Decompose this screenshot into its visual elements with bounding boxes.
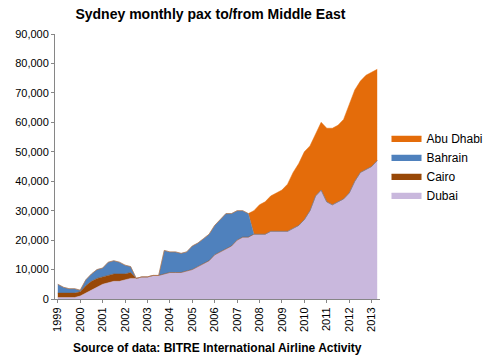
svg-text:70,000: 70,000 (15, 87, 49, 99)
svg-text:Sydney monthly pax to/from Mid: Sydney monthly pax to/from Middle East (75, 6, 345, 22)
svg-text:2013: 2013 (365, 307, 377, 331)
svg-text:Bahrain: Bahrain (427, 151, 468, 165)
svg-text:2007: 2007 (231, 307, 243, 331)
svg-text:80,000: 80,000 (15, 57, 49, 69)
svg-text:20,000: 20,000 (15, 234, 49, 246)
svg-text:40,000: 40,000 (15, 175, 49, 187)
svg-text:30,000: 30,000 (15, 205, 49, 217)
svg-text:2000: 2000 (74, 307, 86, 331)
svg-text:1999: 1999 (51, 307, 63, 331)
svg-text:Source of data: BITRE Internat: Source of data: BITRE International Airl… (73, 341, 362, 355)
svg-text:2001: 2001 (96, 307, 108, 331)
svg-text:2009: 2009 (276, 307, 288, 331)
svg-text:90,000: 90,000 (15, 28, 49, 40)
svg-text:2011: 2011 (320, 307, 332, 331)
svg-text:2004: 2004 (163, 307, 175, 331)
svg-text:2012: 2012 (343, 307, 355, 331)
svg-text:2005: 2005 (186, 307, 198, 331)
svg-text:Dubai: Dubai (427, 189, 458, 203)
svg-text:50,000: 50,000 (15, 146, 49, 158)
svg-text:2003: 2003 (141, 307, 153, 331)
svg-text:60,000: 60,000 (15, 116, 49, 128)
svg-text:0: 0 (43, 293, 49, 305)
svg-text:Cairo: Cairo (427, 170, 456, 184)
svg-text:10,000: 10,000 (15, 263, 49, 275)
svg-text:Abu Dhabi: Abu Dhabi (427, 132, 483, 146)
svg-text:2010: 2010 (298, 307, 310, 331)
svg-text:2006: 2006 (208, 307, 220, 331)
svg-text:2008: 2008 (253, 307, 265, 331)
svg-text:2002: 2002 (119, 307, 131, 331)
